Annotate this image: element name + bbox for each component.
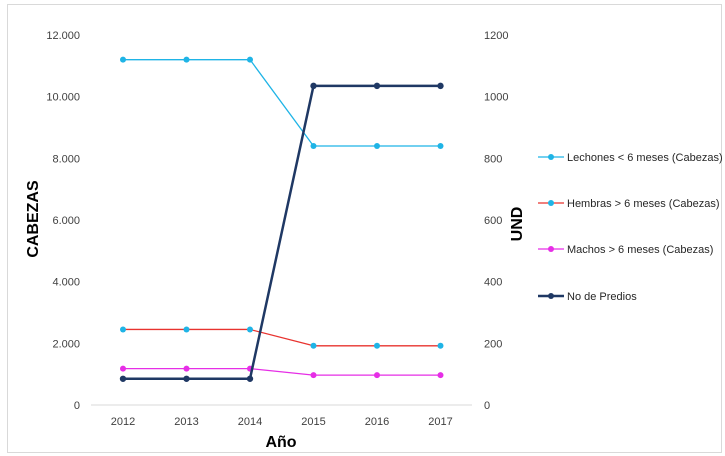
right-axis-tick-label: 1200 bbox=[484, 30, 508, 42]
series-2 bbox=[120, 326, 444, 349]
legend-swatch-marker bbox=[548, 154, 554, 160]
legend-swatch-marker bbox=[548, 293, 554, 299]
legend: Lechones < 6 meses (Cabezas) Hembras > 6 … bbox=[538, 152, 723, 303]
data-point bbox=[247, 56, 253, 63]
x-axis-tick-label: 2017 bbox=[428, 416, 452, 428]
left-axis-tick-label: 2.000 bbox=[52, 338, 80, 350]
x-axis-ticks: 2012 2013 2014 2015 2016 2017 bbox=[111, 416, 453, 428]
left-axis-tick-label: 6.000 bbox=[52, 215, 80, 227]
data-point bbox=[247, 326, 253, 333]
data-point bbox=[183, 56, 190, 63]
series-line bbox=[123, 367, 441, 376]
series-3 bbox=[120, 365, 444, 379]
x-axis-tick-label: 2013 bbox=[174, 416, 198, 428]
data-point bbox=[374, 342, 380, 349]
data-point bbox=[120, 56, 126, 63]
series-layer bbox=[119, 56, 444, 382]
data-point bbox=[183, 326, 190, 333]
data-point bbox=[310, 143, 317, 149]
left-axis-tick-label: 4.000 bbox=[52, 277, 80, 289]
left-axis-title: CABEZAS bbox=[25, 180, 42, 258]
data-point bbox=[437, 143, 444, 149]
right-axis-title: UND bbox=[509, 207, 526, 242]
legend-item: Machos > 6 meses (Cabezas) bbox=[538, 244, 713, 256]
left-axis-tick-label: 12.000 bbox=[46, 30, 80, 42]
data-point bbox=[374, 143, 380, 149]
right-axis-tick-label: 200 bbox=[484, 338, 502, 350]
legend-item: Lechones < 6 meses (Cabezas) bbox=[538, 152, 723, 164]
series-line bbox=[123, 59, 441, 147]
x-axis-title: Año bbox=[265, 434, 296, 451]
legend-label: Hembras > 6 meses (Cabezas) bbox=[567, 198, 720, 210]
legend-item: Hembras > 6 meses (Cabezas) bbox=[538, 198, 720, 210]
legend-label: Lechones < 6 meses (Cabezas) bbox=[567, 152, 723, 164]
legend-swatch-marker bbox=[548, 200, 554, 206]
x-axis-tick-label: 2012 bbox=[111, 416, 135, 428]
data-point bbox=[183, 365, 190, 372]
data-point bbox=[374, 372, 380, 379]
data-point bbox=[310, 342, 317, 349]
right-axis-ticks: 0 200 400 600 800 1000 1200 bbox=[484, 30, 508, 412]
data-point bbox=[120, 326, 126, 333]
data-point bbox=[437, 342, 444, 349]
legend-label: No de Predios bbox=[567, 291, 637, 303]
right-axis-tick-label: 400 bbox=[484, 277, 502, 289]
data-point bbox=[183, 375, 190, 382]
data-point bbox=[373, 82, 381, 90]
legend-item: No de Predios bbox=[538, 291, 637, 303]
data-point bbox=[119, 375, 127, 382]
data-point bbox=[310, 372, 317, 379]
series-line bbox=[123, 84, 441, 381]
left-axis-tick-label: 10.000 bbox=[46, 92, 80, 104]
data-point bbox=[120, 365, 126, 372]
x-axis-tick-label: 2016 bbox=[365, 416, 389, 428]
left-axis-tick-label: 0 bbox=[74, 400, 80, 412]
right-axis-tick-label: 800 bbox=[484, 153, 502, 165]
left-axis-ticks: 0 2.000 4.000 6.000 8.000 10.000 12.000 bbox=[46, 30, 80, 412]
x-axis-tick-label: 2015 bbox=[301, 416, 325, 428]
right-axis-tick-label: 0 bbox=[484, 400, 490, 412]
series-4 bbox=[119, 82, 444, 382]
data-point bbox=[310, 82, 317, 90]
data-point bbox=[437, 372, 444, 379]
legend-swatch-marker bbox=[548, 246, 554, 252]
x-axis-tick-label: 2014 bbox=[238, 416, 262, 428]
series-1 bbox=[120, 56, 444, 149]
data-point bbox=[437, 82, 444, 90]
series-line bbox=[123, 328, 441, 347]
right-axis-tick-label: 600 bbox=[484, 215, 502, 227]
right-axis-tick-label: 1000 bbox=[484, 92, 508, 104]
legend-label: Machos > 6 meses (Cabezas) bbox=[567, 244, 713, 256]
left-axis-tick-label: 8.000 bbox=[52, 153, 80, 165]
data-point bbox=[246, 375, 254, 382]
